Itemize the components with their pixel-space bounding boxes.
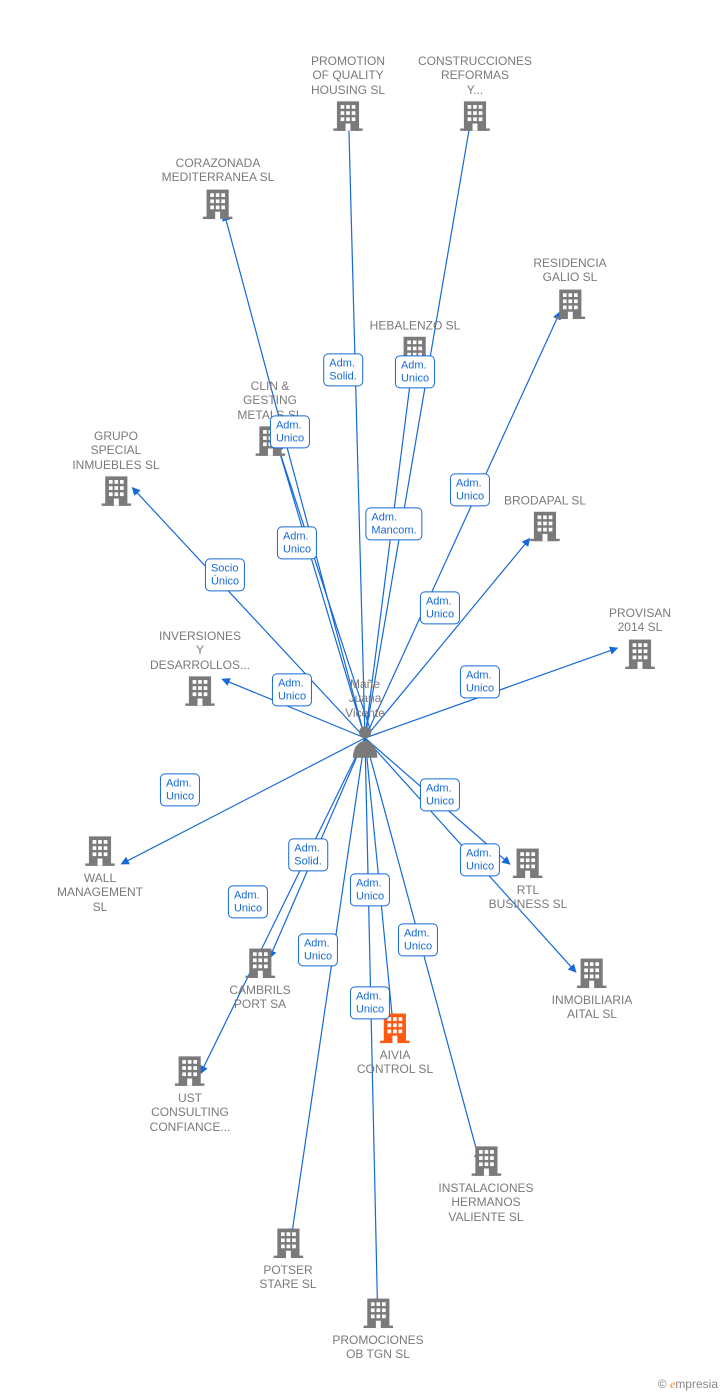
company-node-aivia[interactable]: AIVIA CONTROL SL bbox=[357, 1011, 433, 1079]
center-label: Mañe Juana Vicente bbox=[345, 677, 385, 720]
building-icon bbox=[625, 637, 655, 669]
building-icon bbox=[333, 99, 363, 131]
company-label: CORAZONADA MEDITERRANEA SL bbox=[162, 156, 275, 185]
edge-label: Adm. Unico bbox=[398, 923, 438, 956]
company-node-corazonada[interactable]: CORAZONADA MEDITERRANEA SL bbox=[162, 156, 275, 224]
edge-label: Adm. Unico bbox=[395, 355, 435, 388]
network-diagram: Mañe Juana Vicente PROMOTION OF QUALITY … bbox=[0, 0, 728, 1400]
edge-label: Adm. Unico bbox=[272, 673, 312, 706]
edge-label: Adm. Solid. bbox=[323, 353, 363, 386]
building-icon bbox=[513, 846, 543, 878]
company-node-instalaciones[interactable]: INSTALACIONES HERMANOS VALIENTE SL bbox=[438, 1144, 533, 1226]
company-label: GRUPO SPECIAL INMUEBLES SL bbox=[72, 429, 159, 472]
company-node-potser[interactable]: POTSER STARE SL bbox=[259, 1226, 316, 1294]
company-node-wall[interactable]: WALL MANAGEMENT SL bbox=[57, 834, 143, 916]
building-icon bbox=[185, 674, 215, 706]
edge-line bbox=[365, 119, 471, 738]
company-label: PROMOTION OF QUALITY HOUSING SL bbox=[311, 54, 385, 97]
edge-label: Adm. Unico bbox=[270, 415, 310, 448]
company-label: INMOBILIARIA AITAL SL bbox=[552, 993, 633, 1022]
edge-label: Adm. Unico bbox=[460, 843, 500, 876]
company-label: INSTALACIONES HERMANOS VALIENTE SL bbox=[438, 1181, 533, 1224]
edge-label: Socio Único bbox=[205, 558, 245, 591]
company-label: HEBALENZO SL bbox=[370, 318, 461, 332]
company-label: INVERSIONES Y DESARROLLOS... bbox=[150, 629, 250, 672]
building-icon bbox=[577, 956, 607, 988]
company-label: BRODAPAL SL bbox=[504, 493, 586, 507]
edge-label: Adm. Unico bbox=[350, 873, 390, 906]
company-label: PROMOCIONES OB TGN SL bbox=[332, 1333, 423, 1362]
company-node-ust[interactable]: UST CONSULTING CONFIANCE... bbox=[150, 1054, 231, 1136]
edge-label: Adm. Mancom. bbox=[365, 507, 422, 540]
company-label: UST CONSULTING CONFIANCE... bbox=[150, 1091, 231, 1134]
company-node-promociones[interactable]: PROMOCIONES OB TGN SL bbox=[332, 1296, 423, 1364]
company-label: RTL BUSINESS SL bbox=[489, 883, 568, 912]
edge-line bbox=[365, 539, 530, 738]
edge-line bbox=[121, 738, 365, 864]
company-label: PROVISAN 2014 SL bbox=[609, 606, 671, 635]
building-icon bbox=[245, 946, 275, 978]
building-icon bbox=[363, 1296, 393, 1328]
company-label: RESIDENCIA GALIO SL bbox=[533, 256, 606, 285]
company-node-promotion[interactable]: PROMOTION OF QUALITY HOUSING SL bbox=[311, 54, 385, 136]
company-node-grupo[interactable]: GRUPO SPECIAL INMUEBLES SL bbox=[72, 429, 159, 511]
edge-label: Adm. Unico bbox=[277, 526, 317, 559]
edge-label: Adm. Unico bbox=[298, 933, 338, 966]
building-icon bbox=[203, 187, 233, 219]
company-label: AIVIA CONTROL SL bbox=[357, 1048, 433, 1077]
edge-label: Adm. Unico bbox=[420, 778, 460, 811]
copyright: © empresia bbox=[658, 1377, 718, 1392]
building-icon bbox=[555, 287, 585, 319]
company-label: POTSER STARE SL bbox=[259, 1263, 316, 1292]
edge-label: Adm. Unico bbox=[420, 591, 460, 624]
company-node-inversiones[interactable]: INVERSIONES Y DESARROLLOS... bbox=[150, 629, 250, 711]
company-node-rtl[interactable]: RTL BUSINESS SL bbox=[489, 846, 568, 914]
company-node-inmobiliaria[interactable]: INMOBILIARIA AITAL SL bbox=[552, 956, 633, 1024]
building-icon bbox=[101, 474, 131, 506]
company-node-cambrils[interactable]: CAMBRILS PORT SA bbox=[229, 946, 290, 1014]
company-node-brodapal[interactable]: BRODAPAL SL bbox=[504, 493, 586, 546]
company-node-construcciones[interactable]: CONSTRUCCIONES REFORMAS Y... bbox=[418, 54, 532, 136]
building-icon bbox=[175, 1054, 205, 1086]
edge-label: Adm. Unico bbox=[450, 473, 490, 506]
company-node-provisan[interactable]: PROVISAN 2014 SL bbox=[609, 606, 671, 674]
building-icon bbox=[273, 1226, 303, 1258]
building-icon bbox=[471, 1144, 501, 1176]
person-icon bbox=[350, 724, 380, 758]
edge-label: Adm. Unico bbox=[460, 665, 500, 698]
edge-label: Adm. Unico bbox=[228, 885, 268, 918]
center-person[interactable]: Mañe Juana Vicente bbox=[345, 677, 385, 763]
edge-line bbox=[349, 119, 365, 738]
building-icon bbox=[460, 99, 490, 131]
company-label: CONSTRUCCIONES REFORMAS Y... bbox=[418, 54, 532, 97]
edge-line bbox=[201, 738, 365, 1073]
edge-label: Adm. Unico bbox=[160, 773, 200, 806]
edge-label: Adm. Unico bbox=[350, 986, 390, 1019]
building-icon bbox=[85, 834, 115, 866]
building-icon bbox=[530, 510, 560, 542]
company-label: CAMBRILS PORT SA bbox=[229, 983, 290, 1012]
company-node-residencia[interactable]: RESIDENCIA GALIO SL bbox=[533, 256, 606, 324]
company-label: WALL MANAGEMENT SL bbox=[57, 871, 143, 914]
edge-label: Adm. Solid. bbox=[288, 838, 328, 871]
